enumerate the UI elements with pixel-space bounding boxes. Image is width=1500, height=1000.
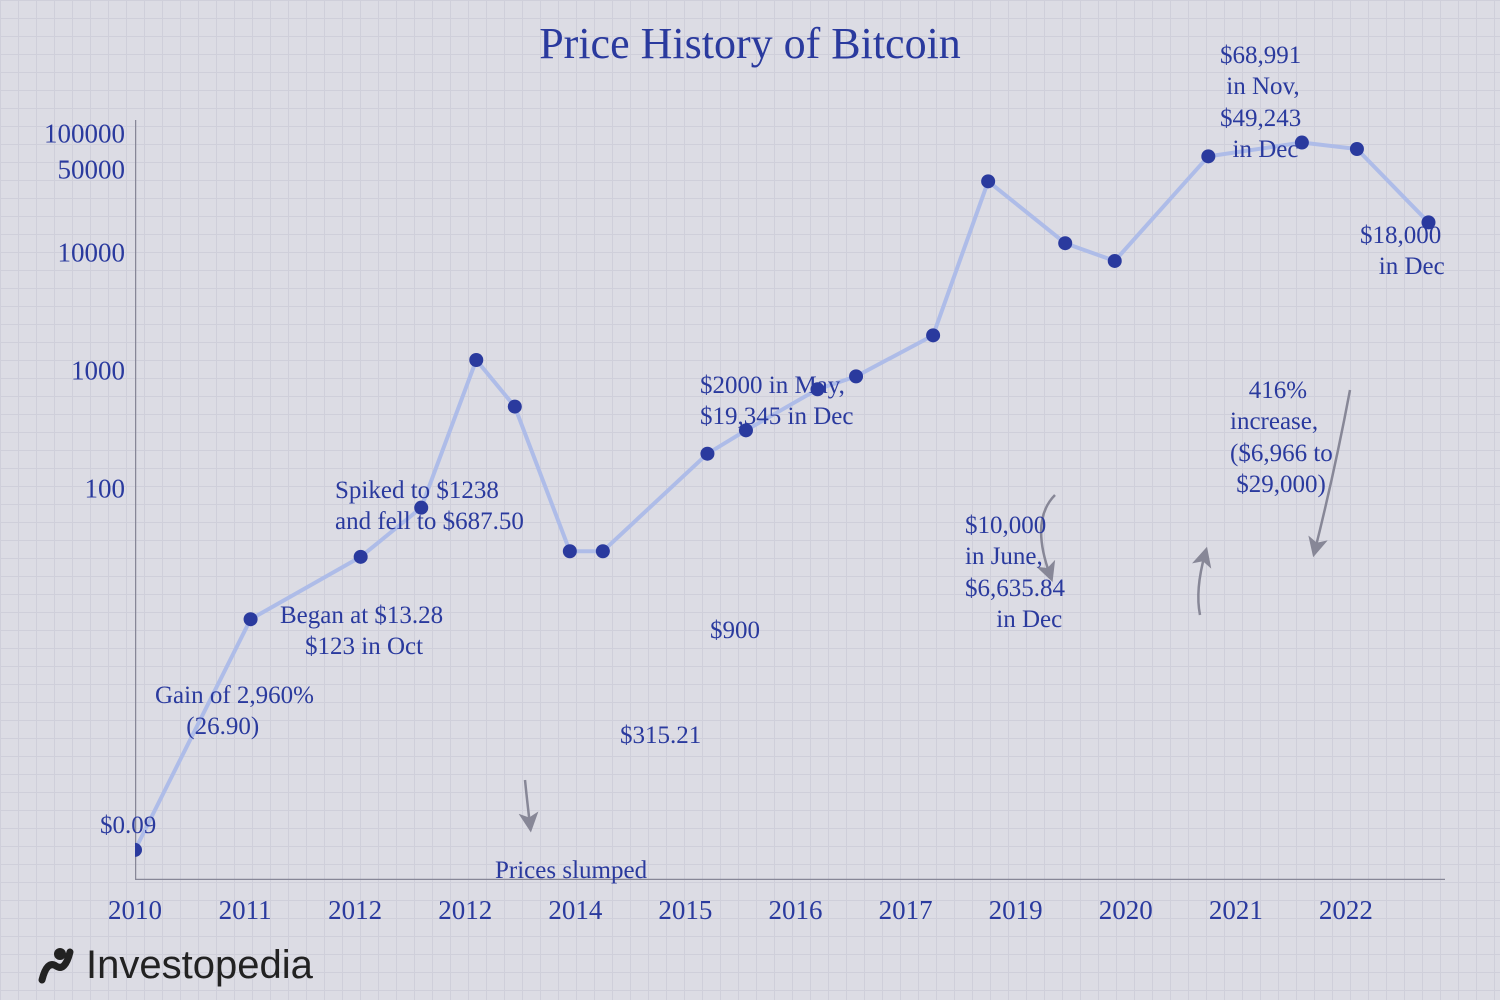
y-tick-label: 100 — [85, 474, 126, 505]
annotation-label: $68,991 in Nov, $49,243 in Dec — [1220, 40, 1301, 165]
x-tick-label: 2010 — [108, 895, 162, 926]
annotation-label: 416% increase, ($6,966 to $29,000) — [1230, 375, 1333, 500]
data-point — [135, 843, 142, 857]
data-point — [244, 612, 258, 626]
chart-plot — [135, 120, 1445, 880]
brand-logo: Investopedia — [36, 943, 313, 988]
brand-name: Investopedia — [86, 943, 313, 988]
x-tick-label: 2015 — [658, 895, 712, 926]
y-tick-label: 50000 — [58, 154, 126, 185]
data-point — [1201, 149, 1215, 163]
annotation-label: Gain of 2,960% (26.90) — [155, 680, 314, 743]
annotation-label: Spiked to $1238 and fell to $687.50 — [335, 475, 524, 538]
x-tick-label: 2011 — [219, 895, 272, 926]
data-point — [1108, 254, 1122, 268]
annotation-label: $10,000 in June, $6,635.84 in Dec — [965, 510, 1065, 635]
chart-title: Price History of Bitcoin — [539, 18, 961, 69]
investopedia-icon — [36, 946, 76, 986]
annotation-label: $18,000 in Dec — [1360, 220, 1445, 283]
annotation-label: $2000 in May, $19,345 in Dec — [700, 370, 853, 433]
x-tick-label: 2020 — [1099, 895, 1153, 926]
annotation-label: Prices slumped — [495, 855, 647, 886]
data-point — [354, 550, 368, 564]
x-tick-label: 2012 — [328, 895, 382, 926]
x-tick-label: 2016 — [769, 895, 823, 926]
data-point — [469, 353, 483, 367]
x-tick-label: 2012 — [438, 895, 492, 926]
x-tick-label: 2021 — [1209, 895, 1263, 926]
annotation-label: $900 — [710, 615, 760, 646]
x-tick-label: 2019 — [989, 895, 1043, 926]
data-point — [1058, 236, 1072, 250]
data-point — [1350, 142, 1364, 156]
x-tick-label: 2017 — [879, 895, 933, 926]
annotation-label: Began at $13.28 $123 in Oct — [280, 600, 443, 663]
data-point — [596, 544, 610, 558]
x-tick-label: 2022 — [1319, 895, 1373, 926]
y-tick-label: 10000 — [58, 237, 126, 268]
y-tick-label: 1000 — [71, 355, 125, 386]
x-tick-label: 2014 — [548, 895, 602, 926]
data-point — [981, 174, 995, 188]
annotation-label: $315.21 — [620, 720, 701, 751]
data-point — [700, 447, 714, 461]
annotation-label: $0.09 — [100, 810, 156, 841]
data-point — [508, 400, 522, 414]
data-point — [926, 328, 940, 342]
data-point — [563, 544, 577, 558]
callout-arrow — [1198, 554, 1205, 615]
y-tick-label: 100000 — [44, 119, 125, 150]
callout-arrow — [525, 780, 530, 825]
